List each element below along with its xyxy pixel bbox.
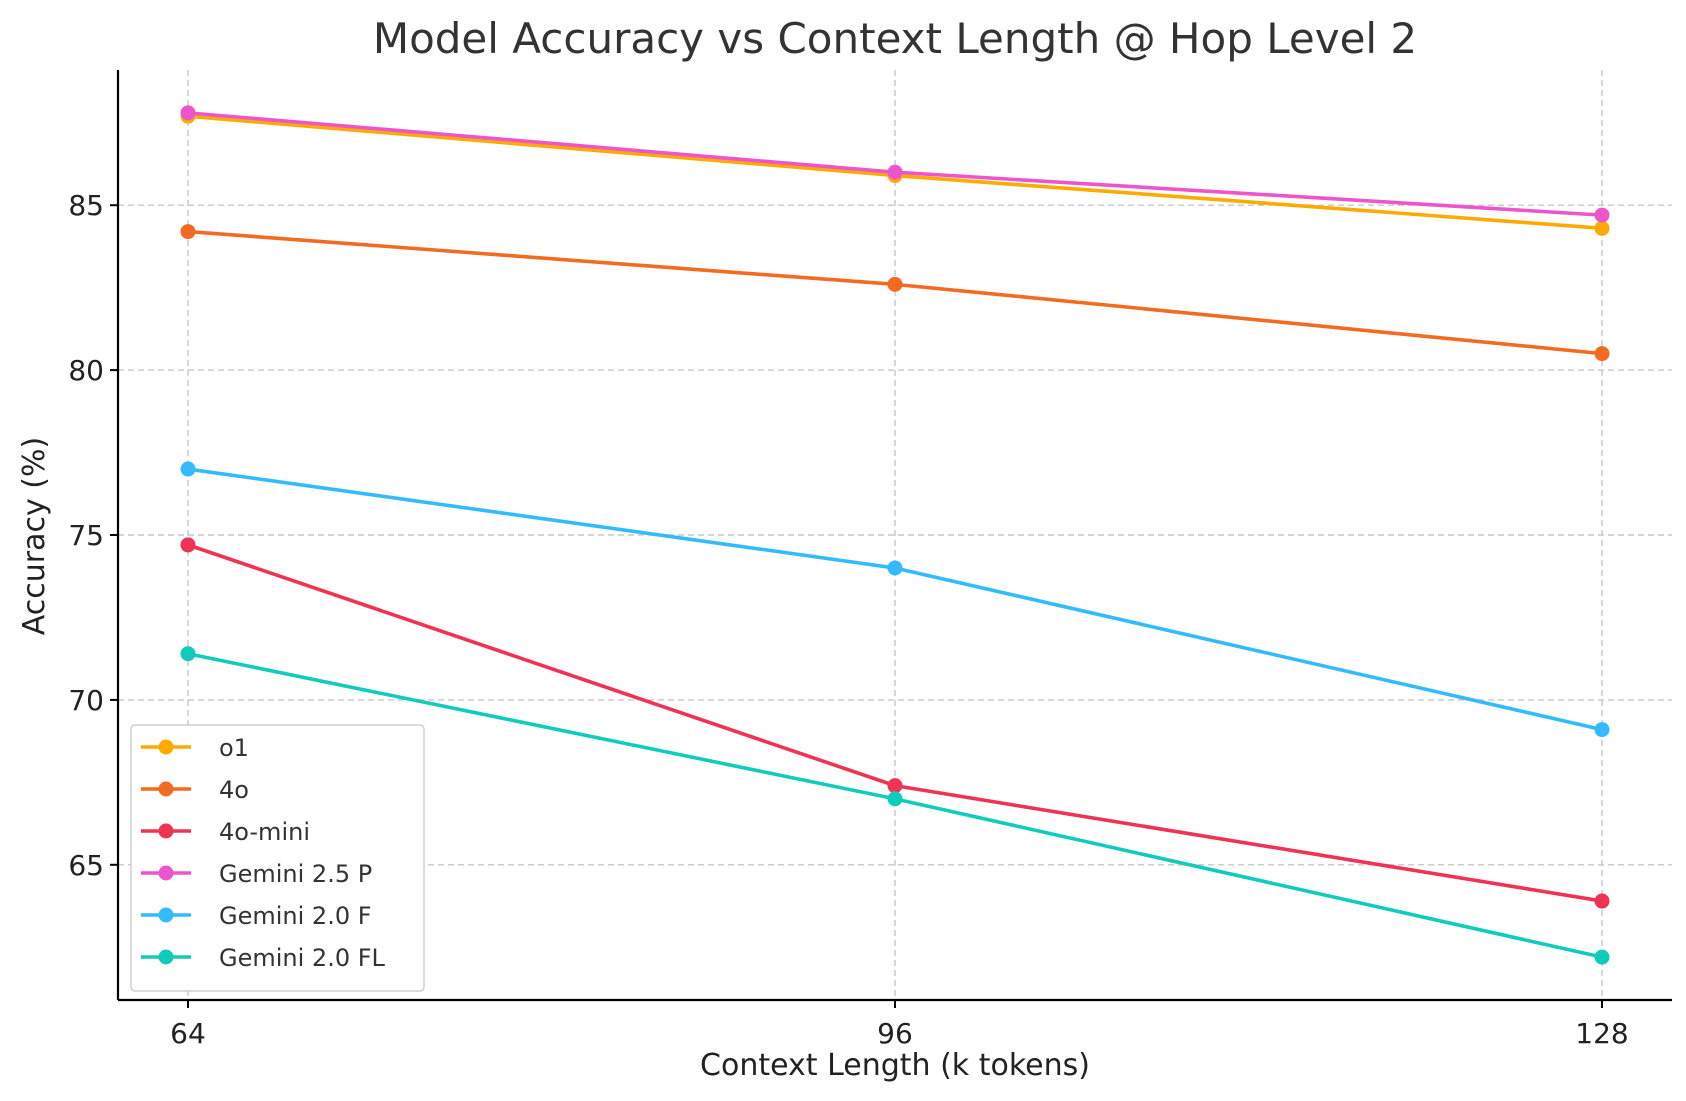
y-tick-label: 70 (68, 684, 104, 717)
data-point (180, 646, 196, 662)
data-point (887, 778, 903, 794)
y-tick-label: 80 (68, 354, 104, 387)
legend-entry: Gemini 2.0 F (141, 902, 372, 930)
data-point (887, 164, 903, 180)
y-tick-label: 75 (68, 519, 104, 552)
data-point (180, 461, 196, 477)
data-point (1594, 722, 1610, 738)
y-tick-label: 65 (68, 849, 104, 882)
legend-entry: 4o-mini (141, 818, 310, 846)
legend-label: 4o-mini (219, 818, 310, 846)
data-point (887, 276, 903, 292)
x-tick-label: 128 (1575, 1017, 1628, 1050)
legend-label: o1 (219, 734, 249, 762)
data-point (1594, 207, 1610, 223)
series-gemini-2-0-fl (180, 646, 1610, 965)
y-tick-label: 85 (68, 189, 104, 222)
x-tick-label: 96 (877, 1017, 913, 1050)
legend-label: Gemini 2.5 P (219, 860, 372, 888)
data-point (180, 537, 196, 553)
data-point (887, 560, 903, 576)
x-tick-label: 64 (170, 1017, 206, 1050)
series-4o-mini (180, 537, 1610, 909)
legend-marker (158, 739, 174, 755)
legend-entry: 4o (141, 776, 249, 804)
plot-series (180, 105, 1610, 965)
legend: o1 4o 4o-mini Gemini 2.5 P Gemini 2.0 F Gemin… (130, 724, 425, 992)
data-point (1594, 949, 1610, 965)
chart-title: Model Accuracy vs Context Length @ Hop L… (373, 14, 1417, 63)
series-gemini-2-0-f (180, 461, 1610, 738)
x-axis-ticks: 64 96 128 (170, 1000, 1629, 1050)
x-axis-label: Context Length (k tokens) (700, 1048, 1090, 1083)
legend-label: Gemini 2.0 FL (219, 944, 386, 972)
legend-marker (158, 781, 174, 797)
legend-entry: Gemini 2.5 P (141, 860, 372, 888)
series-4o (180, 224, 1610, 362)
y-axis-ticks: 65 70 75 80 85 (68, 189, 118, 882)
legend-marker (158, 865, 174, 881)
legend-box (130, 724, 425, 992)
legend-marker (158, 949, 174, 965)
legend-label: Gemini 2.0 F (219, 902, 372, 930)
y-axis-label: Accuracy (%) (17, 437, 52, 635)
data-point (1594, 893, 1610, 909)
data-point (1594, 220, 1610, 236)
legend-entry: Gemini 2.0 FL (141, 944, 386, 972)
data-point (887, 791, 903, 807)
legend-entry: o1 (141, 734, 249, 762)
legend-label: 4o (219, 776, 249, 804)
legend-marker (158, 907, 174, 923)
data-point (1594, 346, 1610, 362)
series-gemini-2-5-p (180, 105, 1610, 223)
data-point (180, 224, 196, 240)
data-point (180, 105, 196, 121)
legend-marker (158, 823, 174, 839)
